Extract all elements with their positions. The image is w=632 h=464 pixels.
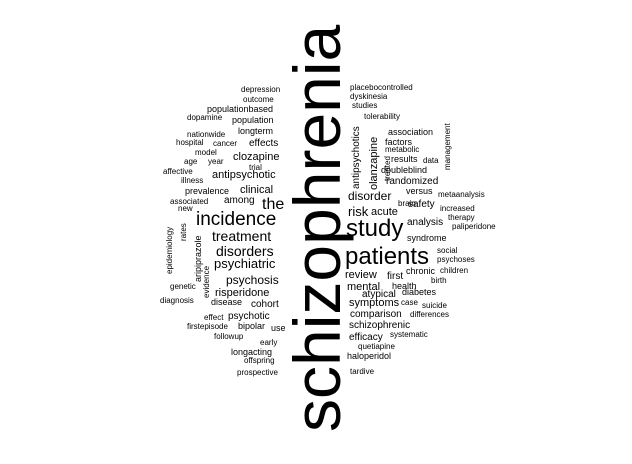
word-clozapine: clozapine xyxy=(233,151,280,163)
word-populationbased: populationbased xyxy=(207,104,274,114)
word-incidence: incidence xyxy=(196,209,277,230)
word-psychiatric: psychiatric xyxy=(214,256,276,271)
word-prevalence: prevalence xyxy=(185,186,230,196)
word-results: results xyxy=(391,154,418,164)
word-use: use xyxy=(271,323,286,333)
word-psychosis: psychosis xyxy=(226,273,279,287)
word-management: management xyxy=(443,123,452,170)
word-evidence: evidence xyxy=(202,265,211,298)
word-schizophrenic: schizophrenic xyxy=(349,320,411,331)
word-illness: illness xyxy=(181,176,204,185)
word-associated: associated xyxy=(170,197,209,206)
word-among: among xyxy=(224,195,255,206)
word-tardive: tardive xyxy=(350,367,375,376)
word-genetic: genetic xyxy=(170,282,196,291)
word-symptoms: symptoms xyxy=(349,297,400,309)
word-disorder: disorder xyxy=(348,189,392,203)
word-increased: increased xyxy=(440,204,475,213)
word-disease: disease xyxy=(211,297,243,307)
word-model: model xyxy=(195,148,217,157)
word-clinical: clinical xyxy=(240,184,274,196)
word-epidemiology: epidemiology xyxy=(165,226,174,274)
word-psychotic: psychotic xyxy=(228,311,270,322)
word-population: population xyxy=(232,115,274,125)
word-dyskinesia: dyskinesia xyxy=(350,92,388,101)
word-trial: trial xyxy=(249,163,262,172)
word-followup: followup xyxy=(214,332,244,341)
word-haloperidol: haloperidol xyxy=(347,351,392,361)
word-acute: acute xyxy=(371,206,398,218)
word-cancer: cancer xyxy=(213,139,238,148)
word-doubleblind: doubleblind xyxy=(381,165,428,175)
word-year: year xyxy=(208,157,224,166)
word-treatment: treatment xyxy=(212,228,272,244)
word-new: new xyxy=(178,204,193,213)
word-diagnosis: diagnosis xyxy=(160,296,194,305)
word-association: association xyxy=(388,127,434,137)
word-social: social xyxy=(437,246,458,255)
word-quetiapine: quetiapine xyxy=(358,342,395,351)
word-psychoses: psychoses xyxy=(437,255,475,264)
word-efficacy: efficacy xyxy=(349,332,383,343)
word-age: age xyxy=(184,157,198,166)
word-effects: effects xyxy=(249,138,279,149)
word-case: case xyxy=(401,298,418,307)
word-placebocontrolled: placebocontrolled xyxy=(350,83,413,92)
word-comparison: comparison xyxy=(350,309,402,320)
word-analysis: analysis xyxy=(407,217,444,228)
word-diabetes: diabetes xyxy=(402,287,437,297)
word-systematic: systematic xyxy=(390,330,428,339)
word-risperidone: risperidone xyxy=(215,287,270,299)
word-effect: effect xyxy=(204,313,224,322)
word-study: study xyxy=(346,215,404,242)
word-syndrome: syndrome xyxy=(407,233,447,243)
word-early: early xyxy=(260,338,278,347)
word-data: data xyxy=(423,156,439,165)
word-firstepisode: firstepisode xyxy=(187,322,228,331)
word-patients: patients xyxy=(345,243,430,270)
word-affective: affective xyxy=(163,167,193,176)
word-therapy: therapy xyxy=(448,213,475,222)
word-chronic: chronic xyxy=(406,266,436,276)
word-olanzapine: olanzapine xyxy=(368,136,380,190)
word-prospective: prospective xyxy=(237,368,278,377)
word-the: the xyxy=(262,196,285,213)
word-paliperidone: paliperidone xyxy=(452,222,496,231)
word-brain: brain xyxy=(398,199,416,208)
word-studies: studies xyxy=(352,101,378,110)
word-bipolar: bipolar xyxy=(238,321,266,331)
word-schizophrenia: schizophrenia xyxy=(280,24,354,432)
word-first: first xyxy=(387,271,404,282)
word-factors: factors xyxy=(385,137,413,147)
word-dopamine: dopamine xyxy=(187,113,223,122)
word-cohort: cohort xyxy=(251,299,279,310)
word-mental: mental xyxy=(347,281,381,293)
word-review: review xyxy=(345,269,377,281)
word-atypical: atypical xyxy=(362,289,396,300)
word-versus: versus xyxy=(406,186,433,196)
word-depression: depression xyxy=(241,85,281,94)
word-longacting: longacting xyxy=(231,347,273,357)
word-disorders: disorders xyxy=(216,243,274,259)
word-longterm: longterm xyxy=(238,126,274,136)
word-birth: birth xyxy=(431,276,447,285)
word-metaanalysis: metaanalysis xyxy=(438,190,485,199)
word-health: health xyxy=(392,281,417,291)
word-tolerability: tolerability xyxy=(364,112,401,121)
word-children: children xyxy=(440,266,469,275)
word-rates: rates xyxy=(179,223,188,241)
word-risk: risk xyxy=(348,204,369,219)
word-antipsychotic: antipsychotic xyxy=(212,169,276,181)
word-hospital: hospital xyxy=(176,138,204,147)
word-randomized: randomized xyxy=(386,176,439,187)
word-outcome: outcome xyxy=(243,95,274,104)
word-offspring: offspring xyxy=(244,356,275,365)
word-antipsychotics: antipsychotics xyxy=(351,126,362,189)
word-metabolic: metabolic xyxy=(385,145,420,154)
word-differences: differences xyxy=(410,310,449,319)
word-nationwide: nationwide xyxy=(187,130,226,139)
word-suicide: suicide xyxy=(422,301,447,310)
word-safety: safety xyxy=(408,199,435,210)
